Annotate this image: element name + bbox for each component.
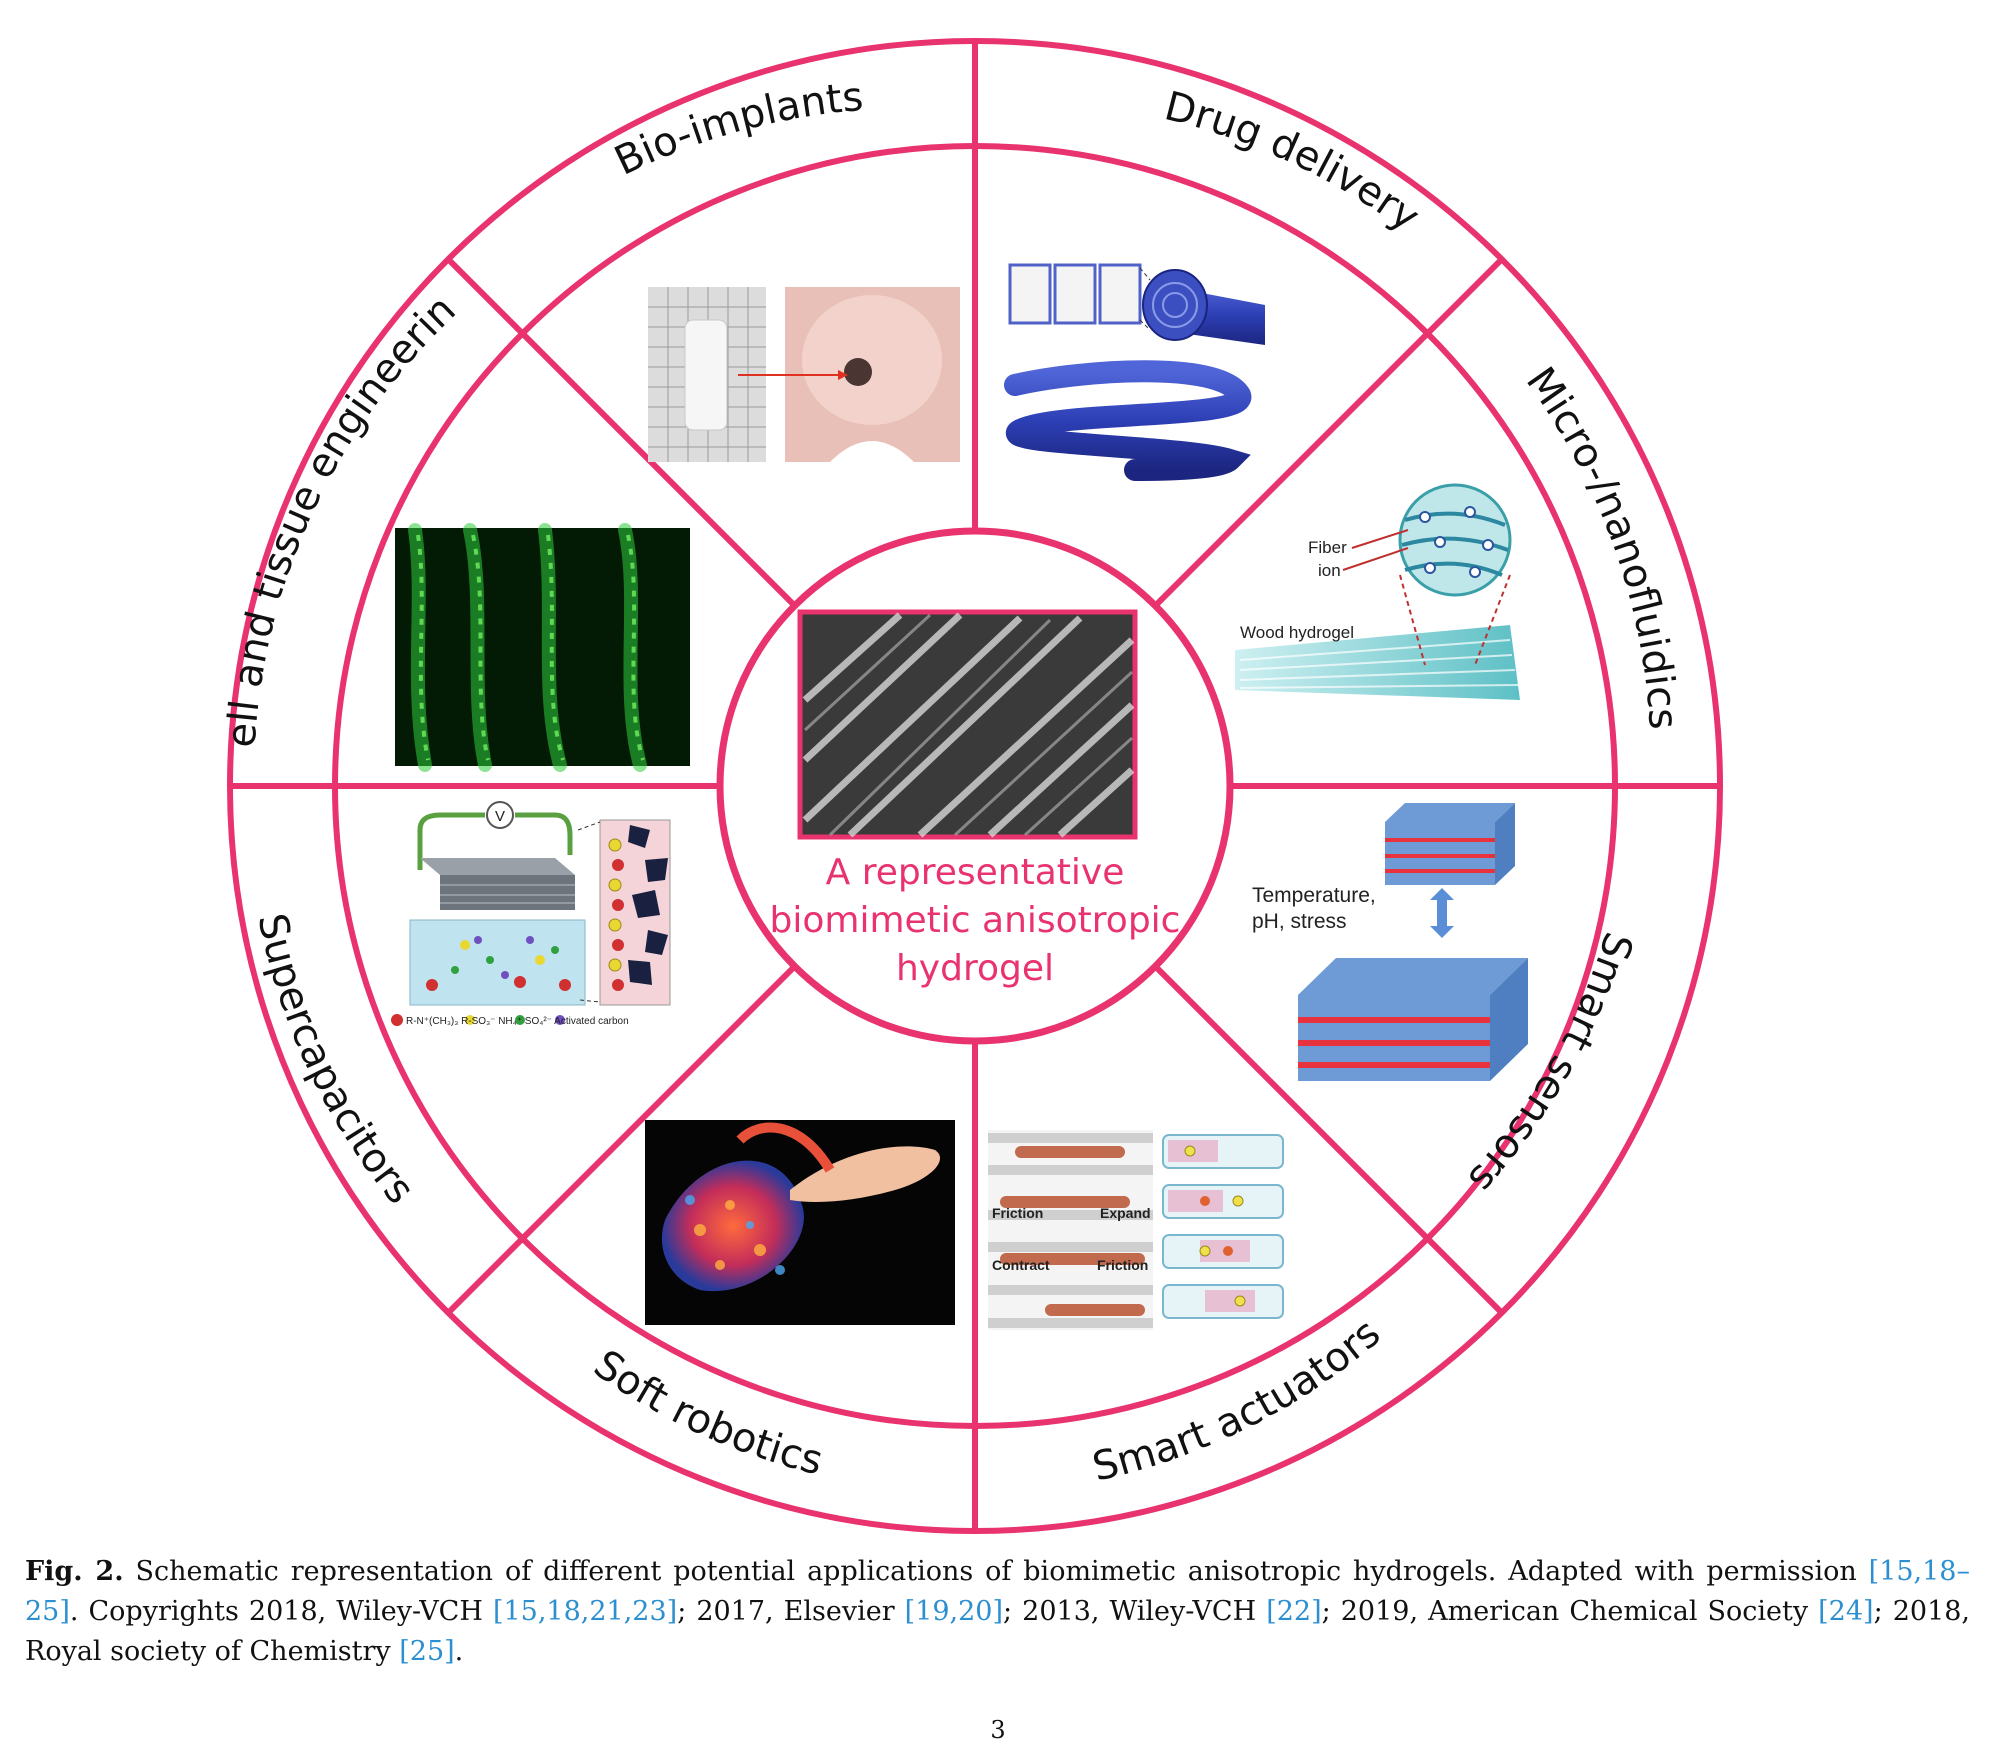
bio-implant-images: [648, 287, 960, 462]
smart-sensor-images: [1298, 803, 1528, 1081]
label-micro-nanofluidics: Micro-/nanofluidics: [1517, 359, 1686, 731]
label-bio-implants: Bio-implants: [608, 74, 865, 185]
center-sem-image: [797, 609, 1138, 840]
label-smart-actuators: Smart actuators: [1088, 1310, 1389, 1490]
micro-label-fiber: Fiber: [1308, 538, 1347, 557]
smart-actuator-images: [988, 1130, 1284, 1330]
soft-robotics-fish-image: [645, 1120, 955, 1325]
actuator-label-friction-2: Friction: [1097, 1257, 1148, 1273]
divider-lower-right: [1152, 963, 1505, 1316]
drug-delivery-images: [1004, 263, 1265, 481]
caption-ref-link[interactable]: [15,18,21,23]: [492, 1596, 678, 1627]
supercap-legend: R-N⁺(CH₃)₃ R-SO₃⁻ NH₄⁺ SO₄²⁻ Activated c…: [406, 1016, 629, 1027]
caption-text: Schematic representation of different po…: [123, 1556, 1869, 1587]
caption-ref-link[interactable]: [22]: [1266, 1596, 1322, 1627]
sensor-label-line1: Temperature,: [1252, 884, 1376, 907]
caption-text: ; 2017, Elsevier: [677, 1596, 905, 1627]
figure-caption: Fig. 2. Schematic representation of diff…: [25, 1552, 1970, 1672]
caption-ref-link[interactable]: [24]: [1818, 1596, 1874, 1627]
wheel-structure: [227, 38, 1723, 1534]
center-title-line3: hydrogel: [896, 948, 1054, 989]
application-wheel-figure: Bio-implants Drug delivery Micro-/nanofl…: [0, 0, 1723, 1534]
cell-tissue-fluorescence-image: [395, 523, 690, 772]
caption-text: . Copyrights 2018, Wiley-VCH: [69, 1596, 493, 1627]
caption-text: ; 2018, Royal society of Chemistry: [25, 1596, 1971, 1667]
caption-ref-link[interactable]: [25]: [399, 1636, 455, 1667]
micro-label-ion: ion: [1318, 561, 1341, 580]
center-title-line2: biomimetic anisotropic: [770, 900, 1181, 941]
caption-text: ; 2013, Wiley-VCH: [1003, 1596, 1267, 1627]
label-drug-delivery: Drug delivery: [1160, 83, 1428, 240]
micro-label-wood-hydrogel: Wood hydrogel: [1240, 623, 1354, 642]
caption-ref-link[interactable]: [15,18–25]: [25, 1556, 1970, 1627]
actuator-label-friction-1: Friction: [992, 1205, 1043, 1221]
divider-upper-left: [445, 256, 798, 609]
caption-text: ; 2019, American Chemical Society: [1321, 1596, 1819, 1627]
microfluidics-images: [1235, 483, 1520, 700]
label-soft-robotics: Soft robotics: [586, 1341, 828, 1484]
divider-lower-left: [445, 963, 798, 1316]
page-number: 3: [990, 1716, 1006, 1744]
supercapacitor-images: [391, 801, 671, 1026]
caption-text: .: [454, 1636, 464, 1667]
caption-ref-link[interactable]: [19,20]: [904, 1596, 1004, 1627]
divider-upper-right: [1152, 256, 1505, 609]
sensor-label-line2: pH, stress: [1252, 910, 1347, 933]
actuator-label-expand: Expand: [1100, 1205, 1151, 1221]
supercap-voltmeter-label: V: [495, 808, 505, 825]
caption-label: Fig. 2.: [25, 1556, 124, 1587]
actuator-label-contract: Contract: [992, 1257, 1050, 1273]
label-cell-tissue-engineering: Cell and tissue engineering: [0, 0, 465, 749]
center-title-line1: A representative: [826, 852, 1125, 893]
